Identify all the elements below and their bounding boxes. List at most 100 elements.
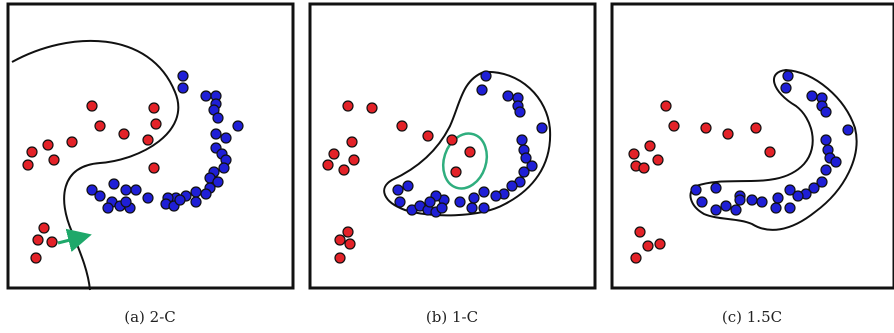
blue-class-point bbox=[746, 194, 758, 206]
red-class-point bbox=[42, 139, 54, 151]
blue-class-point bbox=[490, 190, 502, 202]
red-class-point bbox=[654, 238, 666, 250]
blue-class-point bbox=[232, 120, 244, 132]
blue-class-point bbox=[730, 204, 742, 216]
blue-class-point bbox=[710, 204, 722, 216]
red-class-point bbox=[764, 146, 776, 158]
red-class-point bbox=[642, 240, 654, 252]
blue-class-point bbox=[734, 194, 746, 206]
blue-class-point bbox=[516, 134, 528, 146]
blue-class-point bbox=[808, 182, 820, 194]
blue-class-point bbox=[816, 176, 828, 188]
blue-class-point bbox=[210, 128, 222, 140]
blue-class-point bbox=[86, 184, 98, 196]
blue-class-point bbox=[514, 106, 526, 118]
blue-class-point bbox=[784, 184, 796, 196]
red-class-point bbox=[322, 159, 334, 171]
blue-class-point bbox=[102, 202, 114, 214]
red-class-point bbox=[30, 252, 42, 264]
panel-c-caption: (c) 1.5C bbox=[722, 308, 782, 326]
blue-class-point bbox=[402, 180, 414, 192]
blue-class-point bbox=[190, 196, 202, 208]
panel-a-caption: (a) 2-C bbox=[124, 308, 176, 326]
highlight-arrow bbox=[57, 228, 92, 253]
red-class-point bbox=[342, 100, 354, 112]
panel-c-points bbox=[628, 70, 854, 264]
red-class-point bbox=[644, 140, 656, 152]
panel-b-frame bbox=[308, 2, 597, 290]
red-class-point bbox=[32, 234, 44, 246]
red-class-point bbox=[668, 120, 680, 132]
blue-class-point bbox=[842, 124, 854, 136]
blue-class-point bbox=[520, 152, 532, 164]
red-class-point bbox=[46, 236, 58, 248]
blue-class-point bbox=[108, 178, 120, 190]
red-class-point bbox=[450, 166, 462, 178]
blue-class-point bbox=[466, 202, 478, 214]
red-class-point bbox=[652, 154, 664, 166]
blue-class-point bbox=[142, 192, 154, 204]
red-class-point bbox=[628, 148, 640, 160]
blue-class-point bbox=[177, 70, 189, 82]
red-class-point bbox=[66, 136, 78, 148]
blue-class-point bbox=[696, 196, 708, 208]
blue-class-point bbox=[468, 192, 480, 204]
red-class-point bbox=[148, 102, 160, 114]
red-class-point bbox=[334, 252, 346, 264]
blue-class-point bbox=[200, 188, 212, 200]
red-class-point bbox=[150, 118, 162, 130]
red-class-point bbox=[634, 226, 646, 238]
blue-class-point bbox=[792, 190, 804, 202]
blue-class-point bbox=[784, 202, 796, 214]
red-class-point bbox=[94, 120, 106, 132]
blue-class-point bbox=[710, 182, 722, 194]
blue-class-point bbox=[770, 202, 782, 214]
blue-class-point bbox=[392, 184, 404, 196]
blue-class-point bbox=[120, 196, 132, 208]
blue-class-point bbox=[502, 90, 514, 102]
blue-class-point bbox=[190, 186, 202, 198]
blue-class-point bbox=[506, 180, 518, 192]
red-class-point bbox=[344, 238, 356, 250]
red-class-point bbox=[334, 234, 346, 246]
blue-class-point bbox=[454, 196, 466, 208]
red-class-point bbox=[118, 128, 130, 140]
red-class-point bbox=[338, 164, 350, 176]
red-class-point bbox=[26, 146, 38, 158]
red-class-point bbox=[366, 102, 378, 114]
blue-class-point bbox=[220, 132, 232, 144]
blue-class-point bbox=[782, 70, 794, 82]
blue-class-point bbox=[476, 84, 488, 96]
red-class-point bbox=[396, 120, 408, 132]
blue-class-point bbox=[174, 194, 186, 206]
red-class-point bbox=[348, 154, 360, 166]
red-class-point bbox=[142, 134, 154, 146]
blue-class-point bbox=[130, 184, 142, 196]
red-class-point bbox=[638, 162, 650, 174]
blue-class-point bbox=[394, 196, 406, 208]
panel-b-caption: (b) 1-C bbox=[426, 308, 478, 326]
red-class-point bbox=[722, 128, 734, 140]
red-class-point bbox=[422, 130, 434, 142]
blue-class-point bbox=[820, 134, 832, 146]
blue-class-point bbox=[480, 70, 492, 82]
panel-a-points bbox=[22, 70, 244, 264]
blue-class-point bbox=[518, 166, 530, 178]
red-class-point bbox=[86, 100, 98, 112]
blue-class-point bbox=[218, 162, 230, 174]
blue-class-point bbox=[212, 112, 224, 124]
blue-class-point bbox=[478, 186, 490, 198]
blue-class-point bbox=[830, 156, 842, 168]
blue-class-point bbox=[120, 184, 132, 196]
red-class-point bbox=[446, 134, 458, 146]
red-class-point bbox=[660, 100, 672, 112]
red-class-point bbox=[22, 159, 34, 171]
blue-class-point bbox=[478, 202, 490, 214]
red-class-point bbox=[700, 122, 712, 134]
blue-class-point bbox=[690, 184, 702, 196]
red-class-point bbox=[630, 252, 642, 264]
red-class-point bbox=[346, 136, 358, 148]
blue-class-point bbox=[200, 90, 212, 102]
blue-class-point bbox=[536, 122, 548, 134]
